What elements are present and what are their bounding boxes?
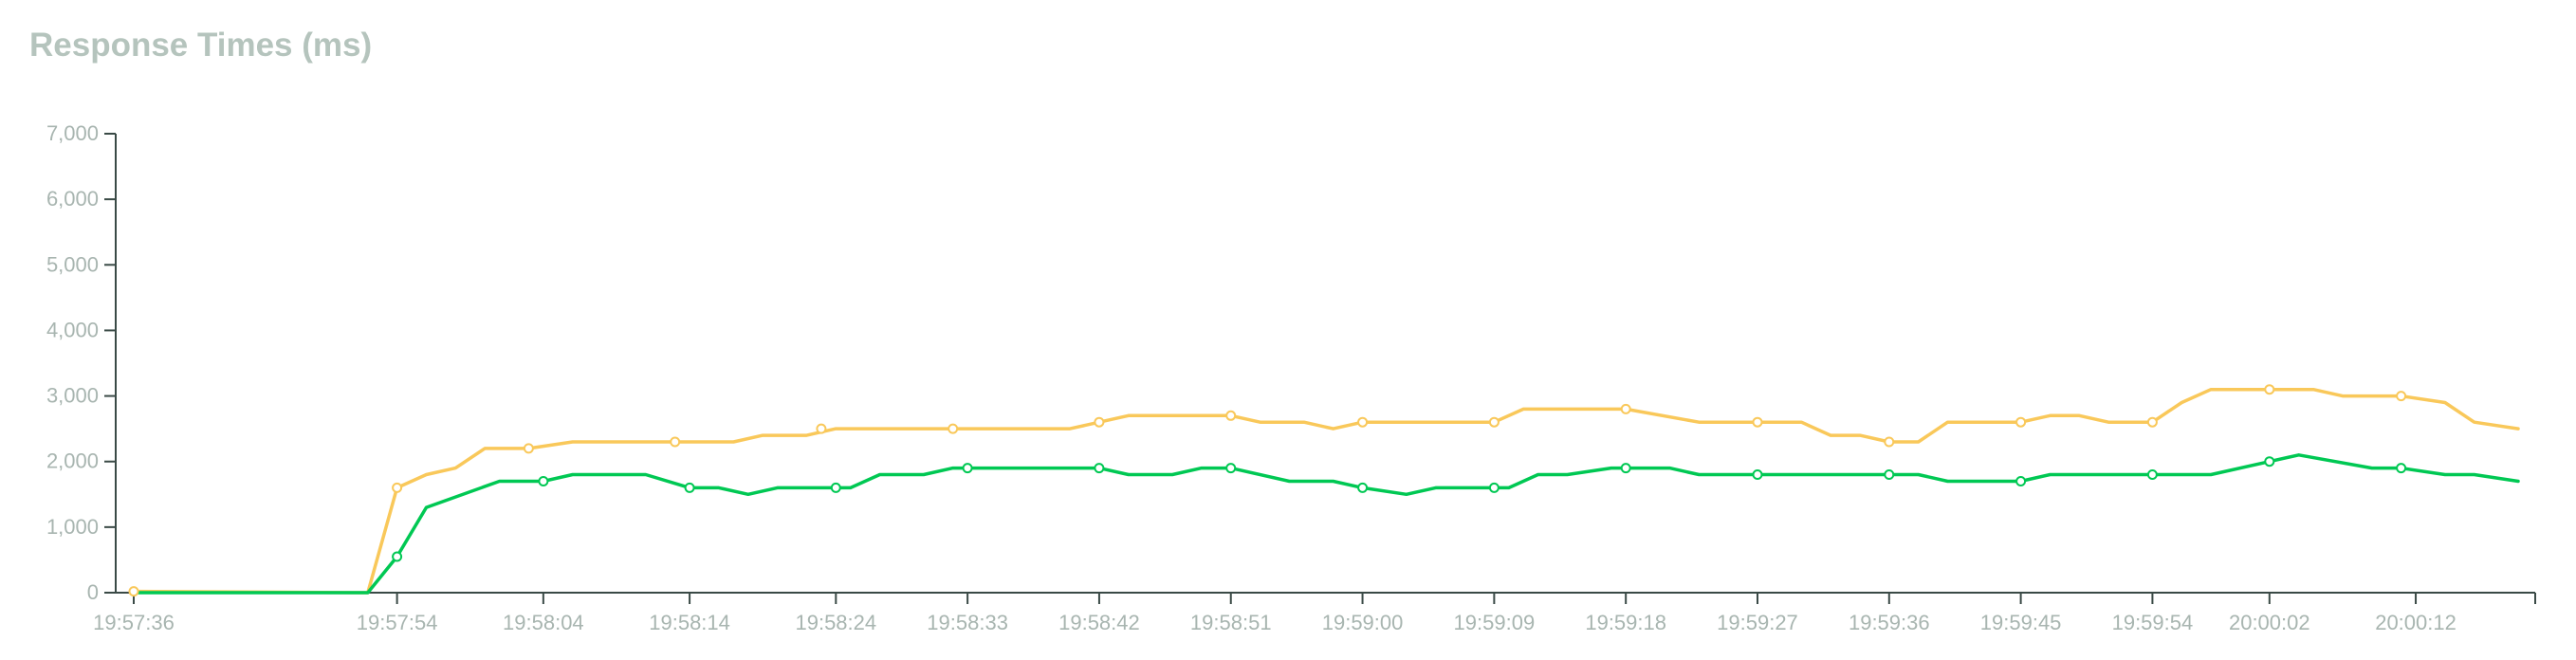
series-2-point (2146, 469, 2158, 480)
series-1-point (948, 423, 959, 434)
x-tick-label: 19:59:36 (1849, 611, 1930, 634)
series-line-2 (132, 453, 2520, 595)
x-tick-label: 19:59:45 (1980, 611, 2062, 634)
x-tick-label: 19:59:09 (1454, 611, 1536, 634)
y-tick-label: 4,000 (46, 318, 99, 341)
series-1-point (2396, 391, 2407, 402)
series-line-1 (132, 387, 2520, 595)
y-tick-label: 2,000 (46, 449, 99, 473)
series-2-point (2396, 463, 2407, 474)
x-tick-label: 20:00:02 (2229, 611, 2310, 634)
series-2-point (1884, 469, 1895, 480)
x-tick-label: 19:58:33 (927, 611, 1008, 634)
series-2-point (538, 476, 549, 486)
series-1-point (392, 482, 403, 493)
y-tick-label: 5,000 (46, 252, 99, 276)
series-2-point (2015, 476, 2027, 486)
series-1-point (1752, 416, 1763, 428)
series-2-point (962, 463, 973, 474)
series-2-point (1094, 463, 1105, 474)
x-tick-label: 19:58:24 (795, 611, 876, 634)
chart-title: Response Times (ms) (29, 27, 373, 64)
series-1-point (1094, 416, 1105, 428)
x-tick-label: 19:59:27 (1717, 611, 1798, 634)
axes: 0 1,000 2,000 3,000 4,000 5,000 6,000 7,000 19:5… (46, 121, 2536, 634)
x-tick-label: 20:00:12 (2375, 611, 2456, 634)
series-1-point (2015, 416, 2027, 428)
y-tick-label: 3,000 (46, 384, 99, 408)
series-2-point (1357, 482, 1369, 493)
x-tick-label: 19:58:51 (1190, 611, 1272, 634)
x-tick-label: 19:59:00 (1322, 611, 1404, 634)
x-tick-label: 19:58:14 (649, 611, 730, 634)
y-tick-label: 0 (87, 580, 99, 604)
x-tick-label: 19:58:42 (1058, 611, 1140, 634)
series-markers (128, 384, 2407, 597)
series-1-point (523, 443, 534, 454)
x-tick-label: 19:58:04 (503, 611, 584, 634)
series-1-point (670, 436, 681, 448)
x-tick-label: 19:57:36 (93, 611, 175, 634)
series-2-point (684, 482, 695, 493)
y-tick-label: 6,000 (46, 187, 99, 211)
x-tick-label: 19:59:18 (1585, 611, 1666, 634)
series-2-point (1225, 463, 1237, 474)
x-tick-label: 19:57:54 (357, 611, 438, 634)
series-1-point (128, 586, 139, 597)
series-2-point (2264, 456, 2275, 468)
series-2-point (1752, 469, 1763, 480)
series-1-point (2146, 416, 2158, 428)
series-1-point (2264, 384, 2275, 395)
series-2-point (1488, 482, 1500, 493)
y-tick-label: 1,000 (46, 515, 99, 539)
series-2-point (1620, 463, 1631, 474)
series-1-point (1620, 403, 1631, 414)
series-1-point (816, 423, 827, 434)
series-1-point (1884, 436, 1895, 448)
series-2-point (830, 482, 841, 493)
series-1-point (1357, 416, 1369, 428)
series-lines (132, 387, 2520, 595)
x-tick-label: 19:59:54 (2112, 611, 2194, 634)
y-tick-label: 7,000 (46, 121, 99, 145)
series-1-point (1225, 410, 1237, 421)
series-2-point (392, 551, 403, 562)
series-1-point (1488, 416, 1500, 428)
